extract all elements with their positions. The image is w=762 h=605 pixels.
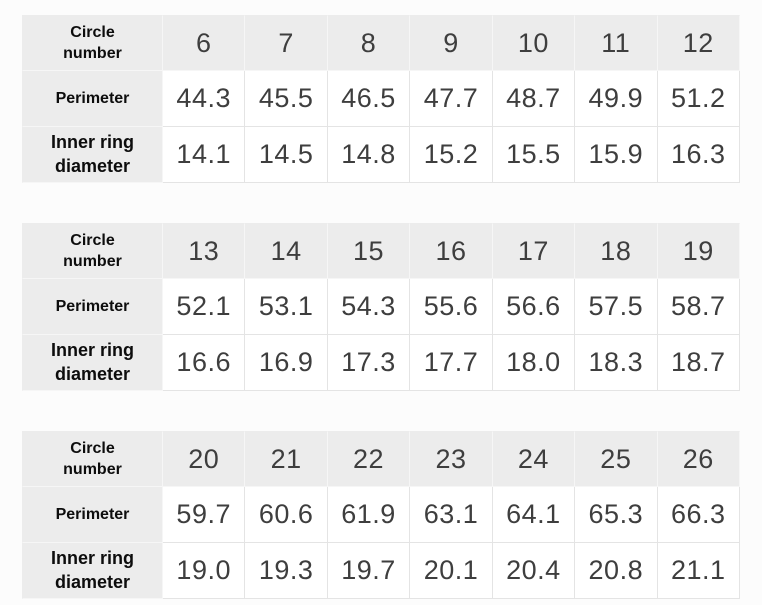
ring-size-table: Circle number 13 14 15 16 17 18 19 Perimeter 52.1… <box>22 223 740 391</box>
inner-ring-diameter-value-cell: 18.3 <box>575 335 658 391</box>
circle-number-value-cell: 7 <box>245 15 328 71</box>
inner-ring-diameter-row-label-cell: Inner ring diameter <box>22 335 163 391</box>
circle-number-row-label-cell: Circle number <box>22 15 163 71</box>
perimeter-value-cell: 44.3 <box>163 71 246 127</box>
inner-ring-diameter-value-cell: 14.5 <box>245 127 328 183</box>
perimeter-value-cell: 58.7 <box>657 279 740 335</box>
circle-number-value-cell: 12 <box>657 15 740 71</box>
perimeter-row: Perimeter 59.7 60.6 61.9 63.1 64.1 65.3 66.3 <box>22 487 740 543</box>
circle-number-value-cell: 6 <box>163 15 246 71</box>
circle-number-row-label: Circle number <box>63 439 122 478</box>
perimeter-value-cell: 54.3 <box>327 279 411 335</box>
inner-ring-diameter-value-cell: 15.5 <box>492 127 576 183</box>
perimeter-value-cell: 51.2 <box>657 71 740 127</box>
perimeter-value-cell: 57.5 <box>575 279 658 335</box>
circle-number-value-cell: 13 <box>163 223 246 279</box>
perimeter-row-label: Perimeter <box>55 89 130 107</box>
inner-ring-diameter-value-cell: 19.7 <box>327 543 411 599</box>
inner-ring-diameter-value-cell: 20.8 <box>575 543 658 599</box>
inner-ring-diameter-value-cell: 14.8 <box>327 127 411 183</box>
circle-number-value-cell: 23 <box>410 431 493 487</box>
perimeter-value-cell: 49.9 <box>575 71 658 127</box>
perimeter-value-cell: 52.1 <box>163 279 246 335</box>
inner-ring-diameter-value-cell: 20.4 <box>492 543 576 599</box>
inner-ring-diameter-row-label: Inner ring diameter <box>50 339 134 384</box>
circle-number-value-cell: 8 <box>327 15 411 71</box>
circle-number-value-cell: 20 <box>163 431 246 487</box>
circle-number-value-cell: 10 <box>492 15 576 71</box>
inner-ring-diameter-value-cell: 17.7 <box>410 335 493 391</box>
inner-ring-diameter-value-cell: 19.3 <box>245 543 328 599</box>
perimeter-value-cell: 53.1 <box>245 279 328 335</box>
circle-number-row: Circle number 20 21 22 23 24 25 26 <box>22 431 740 487</box>
circle-number-row-label: Circle number <box>63 23 122 62</box>
inner-ring-diameter-value-cell: 21.1 <box>657 543 740 599</box>
perimeter-value-cell: 66.3 <box>657 487 740 543</box>
inner-ring-diameter-value-cell: 15.2 <box>410 127 493 183</box>
circle-number-row: Circle number 13 14 15 16 17 18 19 <box>22 223 740 279</box>
circle-number-value-cell: 15 <box>327 223 411 279</box>
perimeter-value-cell: 46.5 <box>327 71 411 127</box>
perimeter-row: Perimeter 44.3 45.5 46.5 47.7 48.7 49.9 51.2 <box>22 71 740 127</box>
perimeter-value-cell: 55.6 <box>410 279 493 335</box>
circle-number-row: Circle number 6 7 8 9 10 11 12 <box>22 15 740 71</box>
perimeter-value-cell: 59.7 <box>163 487 246 543</box>
inner-ring-diameter-value-cell: 18.0 <box>492 335 576 391</box>
perimeter-row-label-cell: Perimeter <box>22 279 163 335</box>
ring-size-table: Circle number 6 7 8 9 10 11 12 Perimeter 44.3 45.5… <box>22 15 740 183</box>
inner-ring-diameter-value-cell: 16.9 <box>245 335 328 391</box>
circle-number-value-cell: 21 <box>245 431 328 487</box>
perimeter-value-cell: 48.7 <box>492 71 576 127</box>
ring-size-table: Circle number 20 21 22 23 24 25 26 Perimeter 59.7… <box>22 431 740 599</box>
perimeter-value-cell: 65.3 <box>575 487 658 543</box>
inner-ring-diameter-row-label-cell: Inner ring diameter <box>22 543 163 599</box>
circle-number-row-label: Circle number <box>63 231 122 270</box>
circle-number-value-cell: 17 <box>492 223 576 279</box>
inner-ring-diameter-value-cell: 18.7 <box>657 335 740 391</box>
inner-ring-diameter-row: Inner ring diameter 19.0 19.3 19.7 20.1 20.4 2… <box>22 543 740 599</box>
perimeter-row-label-cell: Perimeter <box>22 487 163 543</box>
perimeter-row: Perimeter 52.1 53.1 54.3 55.6 56.6 57.5 58.7 <box>22 279 740 335</box>
circle-number-value-cell: 16 <box>410 223 493 279</box>
inner-ring-diameter-value-cell: 16.3 <box>657 127 740 183</box>
perimeter-row-label: Perimeter <box>55 505 130 523</box>
inner-ring-diameter-value-cell: 15.9 <box>575 127 658 183</box>
circle-number-value-cell: 9 <box>410 15 493 71</box>
inner-ring-diameter-value-cell: 20.1 <box>410 543 493 599</box>
circle-number-value-cell: 19 <box>657 223 740 279</box>
circle-number-value-cell: 25 <box>575 431 658 487</box>
circle-number-value-cell: 11 <box>575 15 658 71</box>
perimeter-value-cell: 61.9 <box>327 487 411 543</box>
perimeter-row-label: Perimeter <box>55 297 130 315</box>
inner-ring-diameter-value-cell: 16.6 <box>163 335 246 391</box>
perimeter-value-cell: 47.7 <box>410 71 493 127</box>
perimeter-value-cell: 63.1 <box>410 487 493 543</box>
inner-ring-diameter-row: Inner ring diameter 14.1 14.5 14.8 15.2 15.5 1… <box>22 127 740 183</box>
perimeter-value-cell: 45.5 <box>245 71 328 127</box>
inner-ring-diameter-value-cell: 19.0 <box>163 543 246 599</box>
circle-number-row-label-cell: Circle number <box>22 431 163 487</box>
inner-ring-diameter-row-label-cell: Inner ring diameter <box>22 127 163 183</box>
circle-number-row-label-cell: Circle number <box>22 223 163 279</box>
perimeter-value-cell: 56.6 <box>492 279 576 335</box>
inner-ring-diameter-value-cell: 14.1 <box>163 127 246 183</box>
inner-ring-diameter-row-label: Inner ring diameter <box>50 131 134 176</box>
circle-number-value-cell: 14 <box>245 223 328 279</box>
circle-number-value-cell: 26 <box>657 431 740 487</box>
perimeter-row-label-cell: Perimeter <box>22 71 163 127</box>
inner-ring-diameter-row: Inner ring diameter 16.6 16.9 17.3 17.7 18.0 1… <box>22 335 740 391</box>
circle-number-value-cell: 18 <box>575 223 658 279</box>
inner-ring-diameter-row-label: Inner ring diameter <box>50 547 134 592</box>
circle-number-value-cell: 24 <box>492 431 576 487</box>
circle-number-value-cell: 22 <box>327 431 411 487</box>
inner-ring-diameter-value-cell: 17.3 <box>327 335 411 391</box>
perimeter-value-cell: 64.1 <box>492 487 576 543</box>
perimeter-value-cell: 60.6 <box>245 487 328 543</box>
